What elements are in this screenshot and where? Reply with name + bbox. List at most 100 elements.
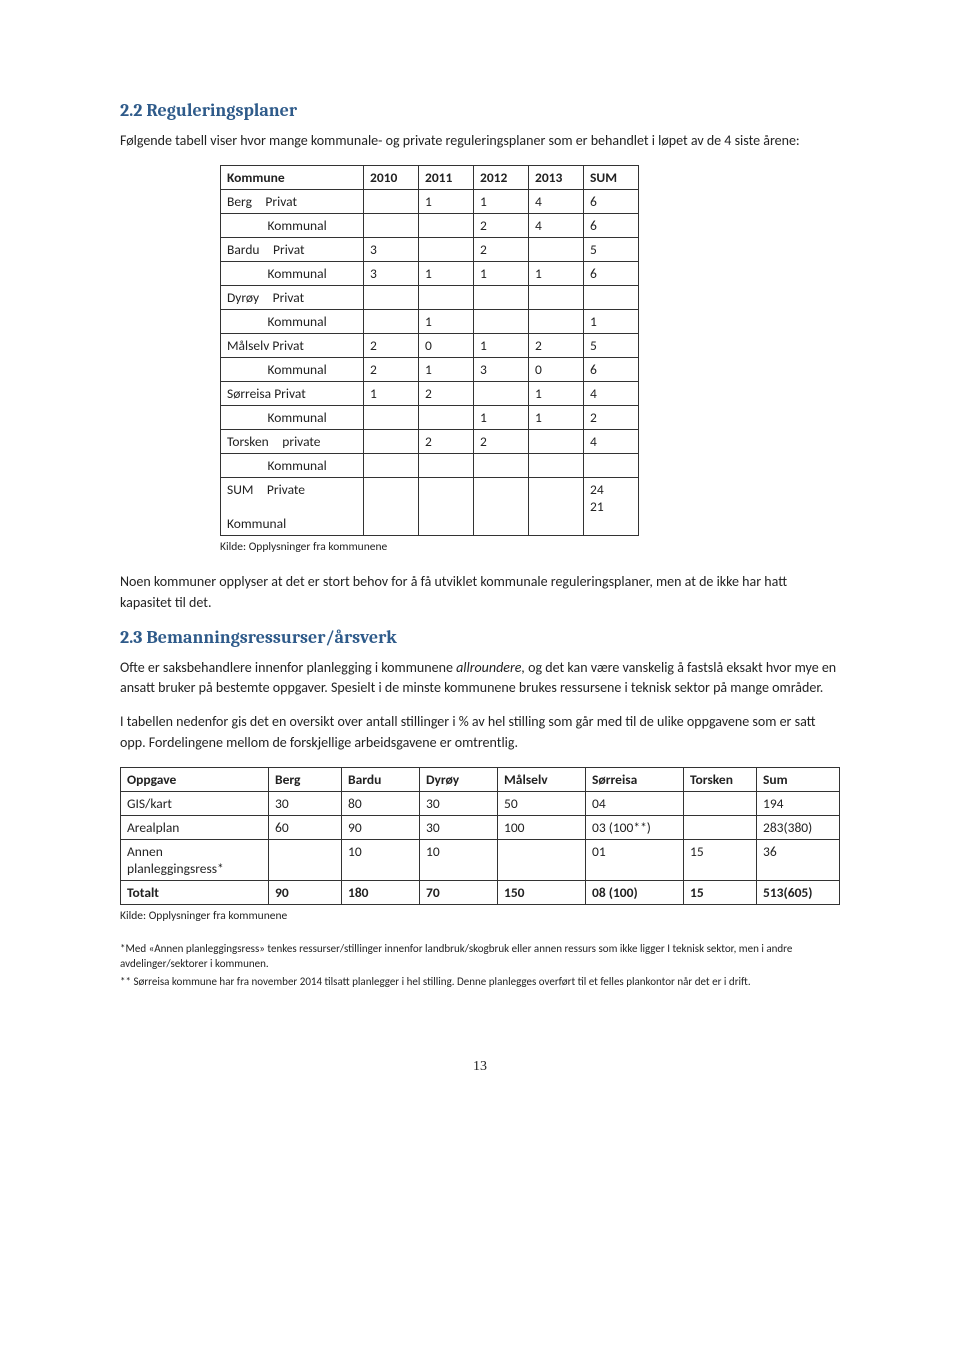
table-cell: 1 [584,310,639,334]
table-cell: 1 [474,190,529,214]
table-cell: Kommunal [221,262,364,286]
section-2-2-heading: 2.2 Reguleringsplaner [120,100,840,121]
table-cell [364,190,419,214]
table-2-source: Kilde: Opplysninger fra kommunene [120,909,840,923]
table-cell [584,286,639,310]
table-cell: 1 [419,262,474,286]
table-cell: 01 [586,840,684,881]
footnote-1: *Med «Annen planleggingsress» tenkes res… [120,941,840,972]
table-cell: 0 [529,358,584,382]
table-cell: Torsken private [221,430,364,454]
table-cell [419,406,474,430]
table-cell [364,214,419,238]
col-bardu: Bardu [342,768,420,792]
table-cell [364,430,419,454]
col-sorreisa: Sørreisa [586,768,684,792]
table-cell: 6 [584,262,639,286]
page-number: 13 [120,1059,840,1075]
table-cell: 6 [584,358,639,382]
table-cell: 1 [419,358,474,382]
table-cell: 2 [474,238,529,262]
table-cell: 08 (100) [586,881,684,905]
table-cell [684,816,757,840]
col-2012: 2012 [474,166,529,190]
table-cell [498,840,586,881]
table-row: Målselv Privat20125 [221,334,639,358]
table-cell [474,454,529,478]
table-cell: 04 [586,792,684,816]
table-cell: 1 [419,190,474,214]
table-cell: 15 [684,881,757,905]
table-cell: Kommunal [221,358,364,382]
table-cell: 2 [474,214,529,238]
table-cell [684,792,757,816]
table-cell [474,310,529,334]
table-row: Dyrøy Privat [221,286,639,310]
col-berg: Berg [269,768,342,792]
table-cell: 10 [420,840,498,881]
table-cell: 2 [364,334,419,358]
table-cell [419,286,474,310]
col-sum2: Sum [757,768,840,792]
table-row: Kommunal112 [221,406,639,430]
table-cell [419,238,474,262]
table-cell: 2 [474,430,529,454]
table-cell: Dyrøy Privat [221,286,364,310]
table-cell: 3 [364,262,419,286]
table-cell: 2 [419,382,474,406]
table-cell: 513(605) [757,881,840,905]
table-cell: Totalt [121,881,269,905]
table-cell [474,382,529,406]
table-cell [529,478,584,536]
table-cell: Bardu Privat [221,238,364,262]
table-sum-row: SUM PrivateKommunal2421 [221,478,639,536]
table-row: Kommunal246 [221,214,639,238]
col-dyroy: Dyrøy [420,768,498,792]
section-2-3-para2: I tabellen nedenfor gis det en oversikt … [120,712,840,753]
table-cell: 150 [498,881,586,905]
table-cell: 2 [529,334,584,358]
table-cell: 1 [474,334,529,358]
table-cell: 180 [342,881,420,905]
table-cell: 100 [498,816,586,840]
table-cell: 30 [420,816,498,840]
table-cell: 6 [584,190,639,214]
col-2011: 2011 [419,166,474,190]
table-cell: Kommunal [221,406,364,430]
table-cell: 1 [364,382,419,406]
table-cell [529,310,584,334]
table-cell: 30 [420,792,498,816]
table-cell: Kommunal [221,454,364,478]
para1-italic: allroundere, [456,659,525,676]
table-row: Bardu Privat325 [221,238,639,262]
table-cell: 2 [419,430,474,454]
table-cell: Arealplan [121,816,269,840]
table-row: GIS/kart3080305004194 [121,792,840,816]
table-cell [364,286,419,310]
document-page: 2.2 Reguleringsplaner Følgende tabell vi… [0,0,960,1135]
table-cell [364,478,419,536]
table-row: Berg Privat1146 [221,190,639,214]
table-cell: Berg Privat [221,190,364,214]
table-cell: Annen planleggingsress* [121,840,269,881]
table-cell: GIS/kart [121,792,269,816]
table-row: Kommunal21306 [221,358,639,382]
table-cell: Sørreisa Privat [221,382,364,406]
table-cell: Målselv Privat [221,334,364,358]
table-cell [529,238,584,262]
table-cell: 6 [584,214,639,238]
table-cell: 70 [420,881,498,905]
table-cell: Kommunal [221,310,364,334]
col-sum: SUM [584,166,639,190]
col-oppgave: Oppgave [121,768,269,792]
table-cell: 1 [529,406,584,430]
table-row: Kommunal11 [221,310,639,334]
col-kommune: Kommune [221,166,364,190]
table-cell [364,406,419,430]
section-2-3-heading: 2.3 Bemanningsressurser/årsverk [120,627,840,648]
table-cell: 0 [419,334,474,358]
table-1-source: Kilde: Opplysninger fra kommunene [220,540,840,554]
table-cell: 2 [364,358,419,382]
section-2-3-para1: Ofte er saksbehandlere innenfor planlegg… [120,658,840,699]
table-cell [269,840,342,881]
